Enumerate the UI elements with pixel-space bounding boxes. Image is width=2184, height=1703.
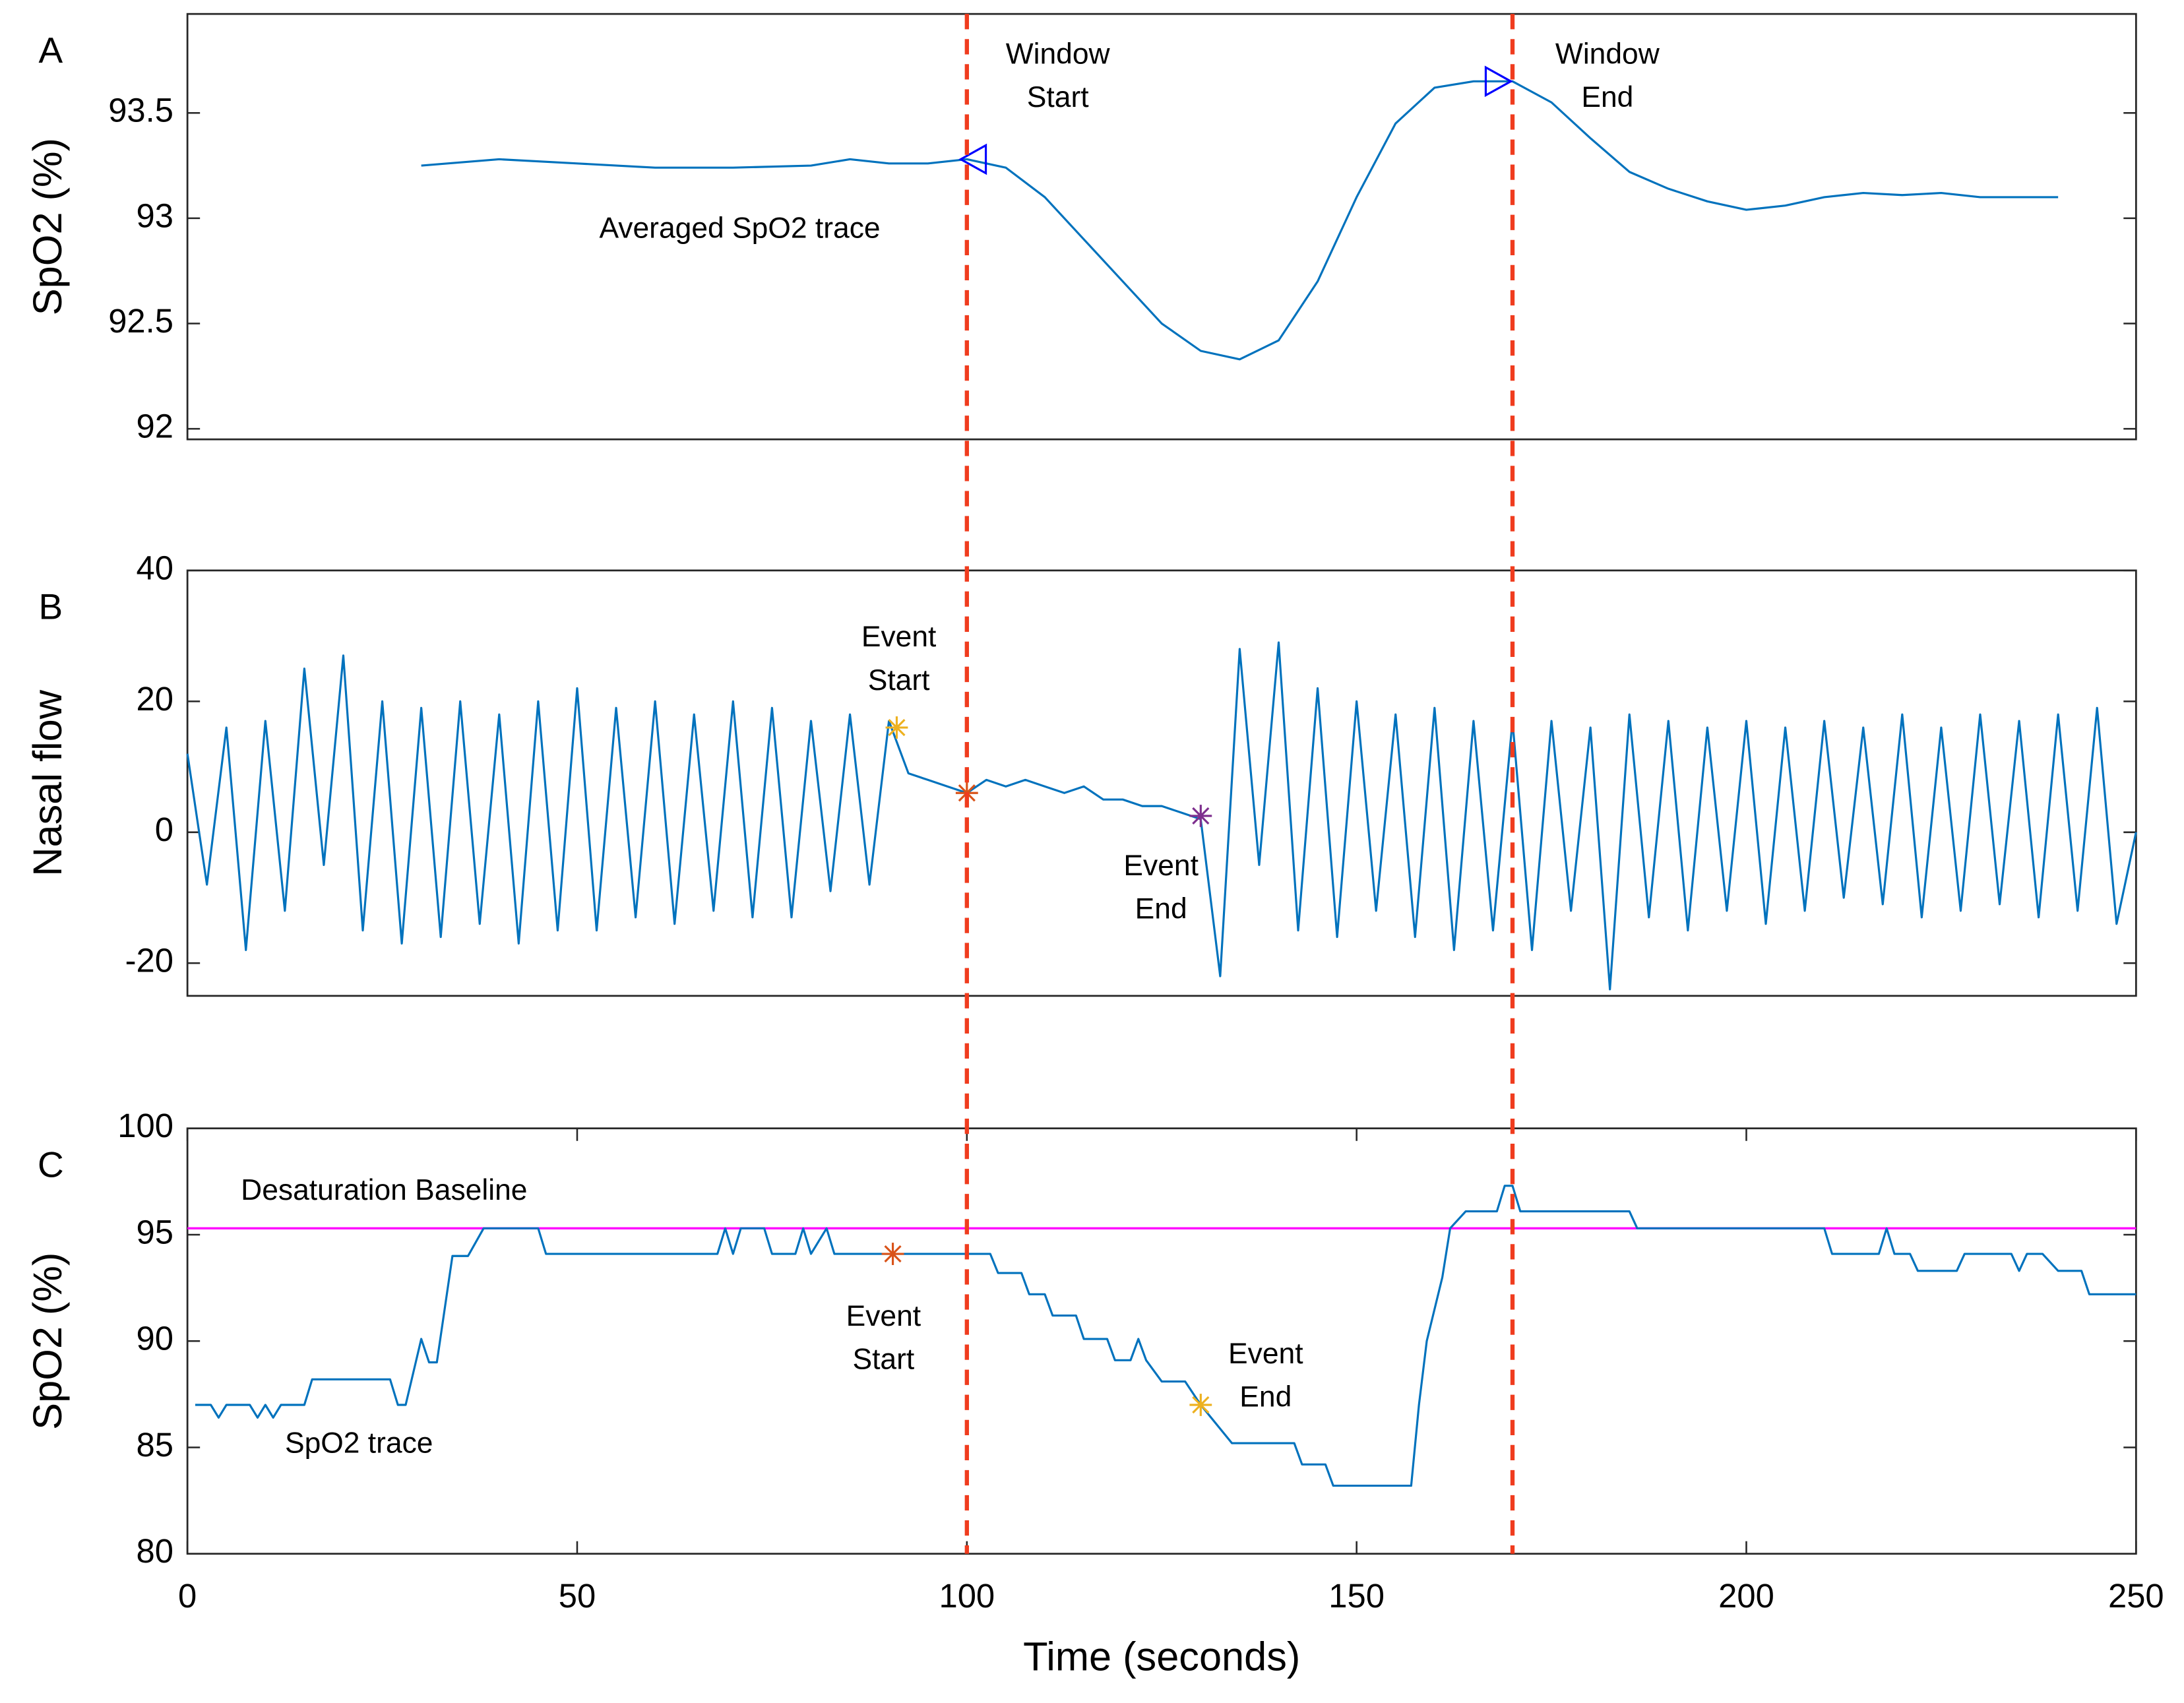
- annotation: Event: [1228, 1338, 1303, 1370]
- y-tick-label: 95: [137, 1213, 173, 1251]
- annotation: End: [1135, 893, 1187, 925]
- annotation: Event: [861, 621, 937, 653]
- marker: [881, 1243, 904, 1265]
- y-axis-label: SpO2 (%): [24, 138, 70, 315]
- annotation: End: [1239, 1381, 1292, 1413]
- x-axis-label: Time (seconds): [1023, 1634, 1300, 1679]
- annotation: Start: [868, 664, 930, 697]
- marker: [1189, 805, 1212, 827]
- plot-frame: [186, 569, 2137, 997]
- y-tick-label: 20: [137, 680, 173, 718]
- y-axis-label: SpO2 (%): [24, 1253, 70, 1430]
- annotation: Event: [1123, 850, 1199, 882]
- data-line: [195, 1185, 2137, 1487]
- y-tick-label: 85: [137, 1426, 173, 1464]
- annotation: Start: [852, 1344, 914, 1376]
- series-label: SpO2 trace: [285, 1427, 433, 1460]
- y-axis-label: Nasal flow: [24, 689, 70, 877]
- panel-label: A: [39, 30, 63, 71]
- annotation: Event: [846, 1300, 921, 1332]
- x-tick-label: 200: [1718, 1577, 1774, 1615]
- y-tick-label: 80: [137, 1532, 173, 1570]
- y-tick-label: 40: [137, 549, 173, 586]
- panel-label: C: [38, 1144, 64, 1185]
- x-tick-label: 50: [559, 1577, 596, 1615]
- marker: [958, 143, 987, 175]
- data-line: [421, 80, 2059, 361]
- annotation: Window: [1006, 38, 1111, 70]
- annotation: End: [1581, 81, 1633, 113]
- x-tick-label: 0: [178, 1577, 197, 1615]
- annotation: Window: [1555, 38, 1660, 70]
- marker: [885, 716, 908, 739]
- annotation: Start: [1027, 81, 1089, 113]
- marker: [1189, 1394, 1212, 1416]
- panel-label: B: [39, 586, 63, 627]
- y-tick-label: 0: [155, 811, 173, 848]
- x-tick-label: 150: [1328, 1577, 1385, 1615]
- baseline-label: Desaturation Baseline: [241, 1174, 527, 1206]
- x-tick-label: 250: [2108, 1577, 2164, 1615]
- y-tick-label: 92: [137, 408, 173, 445]
- y-tick-label: 100: [117, 1107, 173, 1144]
- y-tick-label: 93: [137, 197, 173, 234]
- series-label: Averaged SpO2 trace: [600, 212, 881, 245]
- data-line: [186, 641, 2137, 991]
- y-tick-label: 92.5: [108, 302, 173, 340]
- marker: [1484, 65, 1513, 98]
- x-tick-label: 100: [939, 1577, 995, 1615]
- y-tick-label: 90: [137, 1320, 173, 1357]
- y-tick-label: -20: [125, 942, 173, 979]
- plot-frame: [186, 13, 2137, 441]
- y-tick-label: 93.5: [108, 92, 173, 129]
